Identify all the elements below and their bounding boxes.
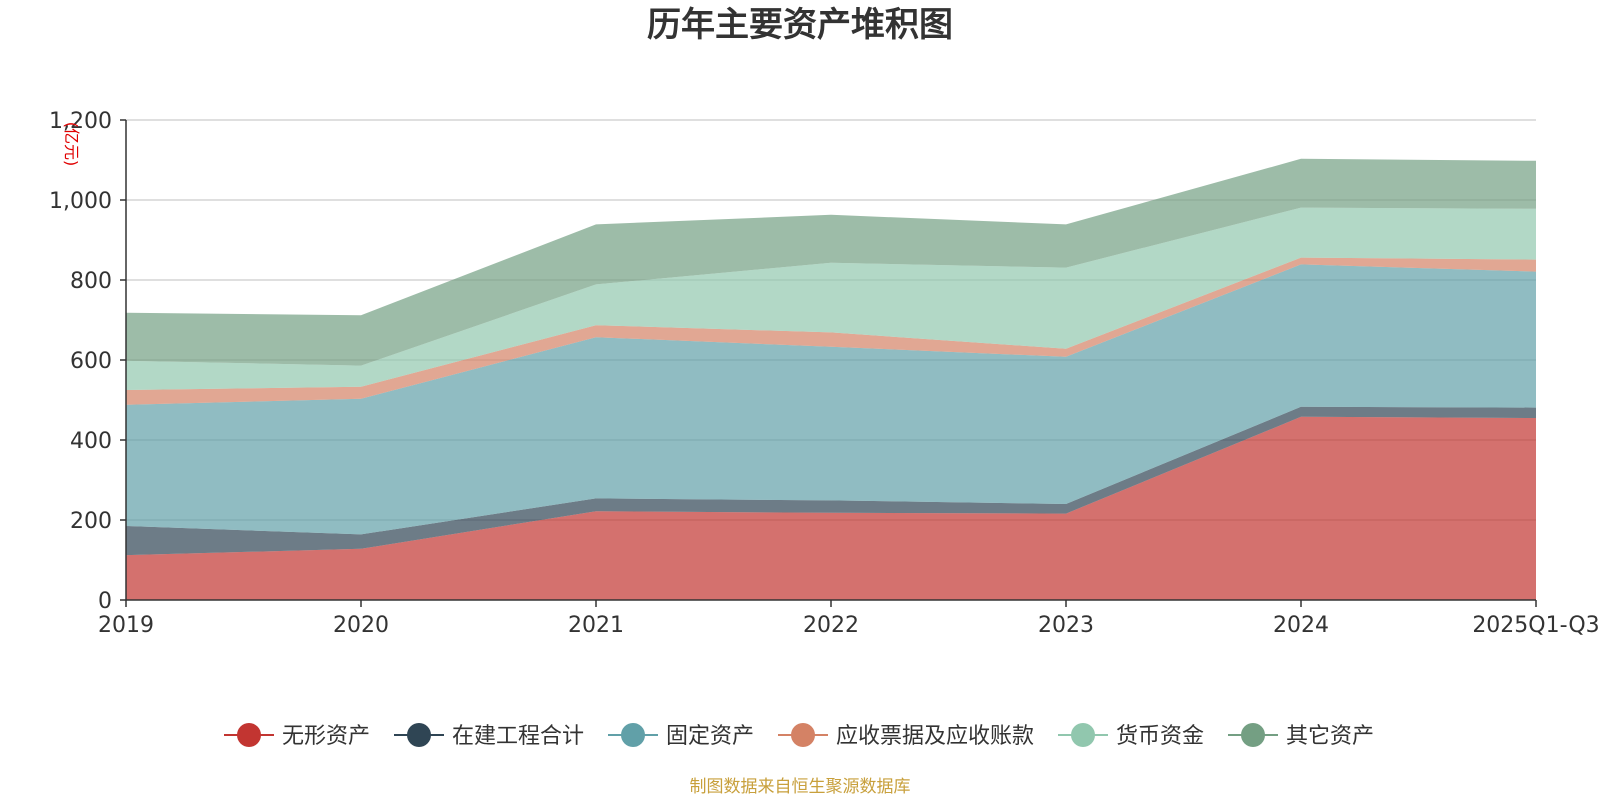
legend-item[interactable]: 应收票据及应收账款 bbox=[778, 723, 1034, 749]
legend-marker-icon bbox=[407, 723, 431, 747]
x-tick-label: 2021 bbox=[568, 613, 624, 638]
legend-item[interactable]: 无形资产 bbox=[224, 723, 370, 749]
legend-marker-icon bbox=[237, 723, 261, 747]
x-tick-label: 2020 bbox=[333, 613, 389, 638]
area-series bbox=[126, 158, 1536, 366]
legend-label: 应收票据及应收账款 bbox=[836, 724, 1034, 749]
legend-label: 在建工程合计 bbox=[452, 724, 584, 749]
y-tick-label: 200 bbox=[70, 509, 112, 534]
legend: 无形资产 在建工程合计 固定资产 应收票据及应收账款 货币资金 其它资产 bbox=[224, 723, 1374, 749]
legend-label: 无形资产 bbox=[282, 724, 370, 749]
area-series bbox=[126, 406, 1536, 556]
y-axis-unit-label: (亿元) bbox=[62, 122, 81, 167]
x-tick-label: 2019 bbox=[98, 613, 154, 638]
x-tick-label: 2024 bbox=[1273, 613, 1329, 638]
x-tick-label: 2022 bbox=[803, 613, 859, 638]
legend-marker-icon bbox=[791, 723, 815, 747]
y-tick-label: 800 bbox=[70, 269, 112, 294]
x-axis-ticks: 2019 2020 2021 2022 2023 2024 2025Q1-Q3 bbox=[98, 600, 1600, 638]
area-series bbox=[126, 416, 1536, 600]
legend-item[interactable]: 货币资金 bbox=[1058, 723, 1204, 749]
area-series bbox=[126, 257, 1536, 405]
legend-item[interactable]: 固定资产 bbox=[608, 723, 754, 749]
chart-title: 历年主要资产堆积图 bbox=[647, 5, 953, 45]
legend-label: 货币资金 bbox=[1116, 724, 1204, 749]
y-axis-ticks: 0 200 400 600 800 1,000 1,200 bbox=[49, 109, 126, 614]
x-tick-label: 2025Q1-Q3 bbox=[1472, 613, 1599, 638]
area-series bbox=[126, 207, 1536, 390]
y-tick-label: 600 bbox=[70, 349, 112, 374]
y-tick-label: 0 bbox=[98, 589, 112, 614]
area-series bbox=[126, 264, 1536, 535]
legend-marker-icon bbox=[1241, 723, 1265, 747]
y-tick-label: 1,200 bbox=[49, 109, 112, 134]
y-tick-label: 400 bbox=[70, 429, 112, 454]
legend-item[interactable]: 其它资产 bbox=[1228, 723, 1374, 749]
data-source-note: 制图数据来自恒生聚源数据库 bbox=[690, 777, 911, 797]
legend-label: 固定资产 bbox=[666, 724, 754, 749]
legend-marker-icon bbox=[1071, 723, 1095, 747]
legend-marker-icon bbox=[621, 723, 645, 747]
legend-label: 其它资产 bbox=[1286, 724, 1374, 749]
y-tick-label: 1,000 bbox=[49, 189, 112, 214]
x-tick-label: 2023 bbox=[1038, 613, 1094, 638]
legend-item[interactable]: 在建工程合计 bbox=[394, 723, 584, 749]
area-series-group bbox=[126, 158, 1536, 600]
